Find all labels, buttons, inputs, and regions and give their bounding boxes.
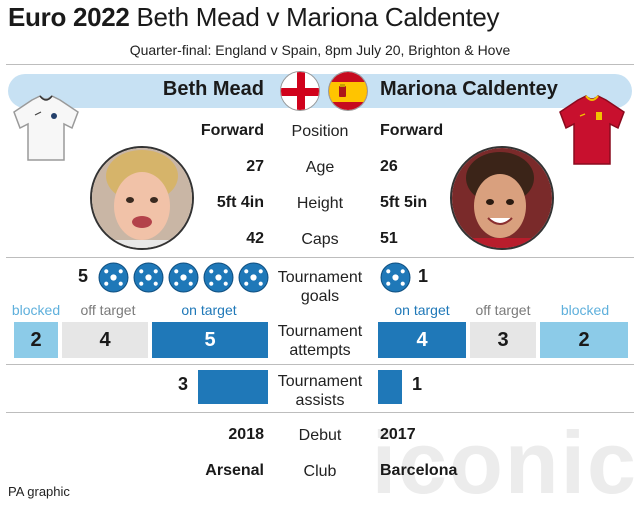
right-debut: 2017 bbox=[380, 426, 416, 443]
england-flag-icon bbox=[280, 71, 320, 111]
right-goals-balls bbox=[380, 262, 411, 298]
left-height: 5ft 4in bbox=[216, 194, 264, 211]
label-position: Position bbox=[291, 123, 349, 140]
left-off-target-bar: 4 bbox=[62, 322, 148, 358]
right-assists: 1 bbox=[412, 374, 423, 394]
divider bbox=[6, 64, 634, 65]
label-club: Club bbox=[303, 463, 337, 480]
right-on-target-bar: 4 bbox=[378, 322, 466, 358]
right-on-target-label: on target bbox=[394, 302, 450, 318]
right-player-photo bbox=[450, 146, 554, 250]
england-shirt-icon bbox=[10, 94, 82, 169]
label-attempts: Tournament attempts bbox=[277, 323, 363, 359]
left-goals-balls bbox=[98, 262, 269, 293]
football-icon bbox=[380, 262, 411, 293]
spain-flag-icon bbox=[328, 71, 368, 111]
left-player-photo bbox=[90, 146, 194, 250]
right-age: 26 bbox=[380, 158, 398, 175]
right-caps: 51 bbox=[380, 230, 398, 247]
label-goals: Tournament goals bbox=[277, 269, 363, 305]
right-assists-bar bbox=[378, 370, 402, 404]
football-icon bbox=[203, 262, 234, 293]
label-age: Age bbox=[305, 159, 335, 176]
left-debut: 2018 bbox=[228, 426, 264, 443]
right-off-target-bar: 3 bbox=[470, 322, 536, 358]
left-on-target-bar: 5 bbox=[152, 322, 268, 358]
left-blocked-bar: 2 bbox=[14, 322, 58, 358]
right-blocked-bar: 2 bbox=[540, 322, 628, 358]
left-off-target-label: off target bbox=[80, 302, 136, 318]
left-blocked-label: blocked bbox=[11, 302, 61, 318]
football-icon bbox=[238, 262, 269, 293]
football-icon bbox=[168, 262, 199, 293]
left-player-name: Beth Mead bbox=[162, 78, 264, 100]
left-assists-bar bbox=[198, 370, 268, 404]
left-caps: 42 bbox=[246, 230, 264, 247]
right-height: 5ft 5in bbox=[380, 194, 428, 211]
football-icon bbox=[98, 262, 129, 293]
right-goals: 1 bbox=[418, 266, 429, 286]
page-title: Euro 2022 Beth Mead v Mariona Caldentey bbox=[8, 2, 500, 32]
football-icon bbox=[133, 262, 164, 293]
footer-credit: PA graphic bbox=[8, 484, 70, 499]
label-height: Height bbox=[296, 195, 344, 212]
right-off-target-label: off target bbox=[475, 302, 531, 318]
right-club: Barcelona bbox=[380, 462, 458, 479]
right-blocked-label: blocked bbox=[560, 302, 610, 318]
name-band bbox=[8, 74, 632, 108]
left-goals: 5 bbox=[78, 266, 89, 286]
divider bbox=[6, 412, 634, 413]
left-club: Arsenal bbox=[205, 462, 264, 479]
spain-shirt-icon bbox=[556, 94, 628, 173]
divider bbox=[6, 257, 634, 258]
left-assists: 3 bbox=[178, 374, 189, 394]
left-position: Forward bbox=[200, 122, 264, 139]
right-position: Forward bbox=[380, 122, 444, 139]
divider bbox=[6, 364, 634, 365]
label-caps: Caps bbox=[301, 231, 339, 248]
left-on-target-label: on target bbox=[181, 302, 237, 318]
left-age: 27 bbox=[246, 158, 264, 175]
subtitle: Quarter-final: England v Spain, 8pm July… bbox=[129, 42, 511, 58]
label-debut: Debut bbox=[298, 427, 342, 444]
label-assists: Tournament assists bbox=[277, 373, 363, 409]
right-player-name: Mariona Caldentey bbox=[380, 78, 558, 100]
